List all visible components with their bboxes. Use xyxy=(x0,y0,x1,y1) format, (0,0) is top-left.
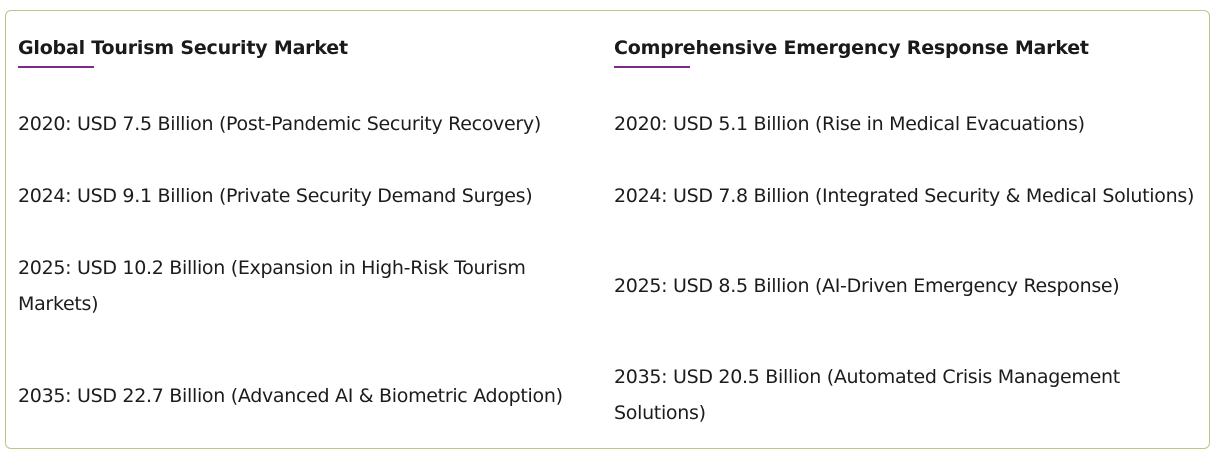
emergency-entry-2024: 2024: USD 7.8 Billion (Integrated Securi… xyxy=(614,185,1195,207)
emergency-entry-2020: 2020: USD 5.1 Billion (Rise in Medical E… xyxy=(614,113,1085,135)
tourism-entry-2020: 2020: USD 7.5 Billion (Post-Pandemic Sec… xyxy=(18,113,541,135)
emergency-response-heading: Comprehensive Emergency Response Market xyxy=(614,37,1089,59)
heading-underline xyxy=(614,66,690,68)
tourism-entry-2035: 2035: USD 22.7 Billion (Advanced AI & Bi… xyxy=(18,385,563,407)
emergency-entry-2035: 2035: USD 20.5 Billion (Automated Crisis… xyxy=(614,366,1120,424)
market-comparison-card: Global Tourism Security Market 2020: USD… xyxy=(5,10,1210,449)
heading-underline xyxy=(18,66,94,68)
emergency-entry-2025: 2025: USD 8.5 Billion (AI-Driven Emergen… xyxy=(614,275,1120,297)
tourism-entry-2025: 2025: USD 10.2 Billion (Expansion in Hig… xyxy=(18,257,526,315)
tourism-entry-2024: 2024: USD 9.1 Billion (Private Security … xyxy=(18,185,533,207)
tourism-security-heading: Global Tourism Security Market xyxy=(18,37,348,59)
